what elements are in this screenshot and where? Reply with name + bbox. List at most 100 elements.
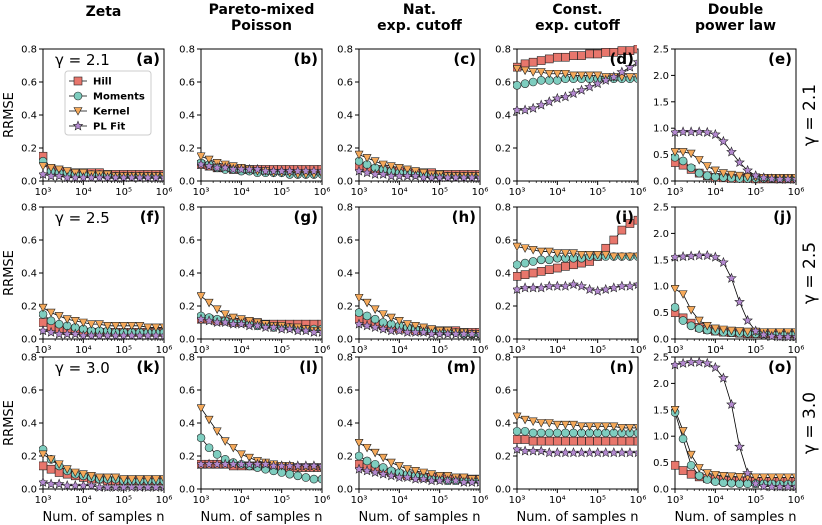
point-kernel [143,475,153,484]
point-moments [544,428,554,438]
point-kernel [94,320,104,329]
y-tick-label: 0.6 [179,386,195,397]
point-moments [694,471,704,481]
x-axis-label: Num. of samples n [43,510,165,525]
point-moments [694,324,704,333]
point-kernel [718,169,728,178]
point-pl-fit [316,462,321,471]
point-kernel [228,443,238,453]
point-pl-fit [709,128,721,140]
panel-k: 0.0 0.2 0.4 0.6 0.8 10³ 10⁴ 10⁵ 10⁶ (k) γ = 3.0 RRM… [2,353,172,525]
x-tick-label: 10⁴ [233,345,250,356]
point-kernel [410,467,420,476]
y-tick-label: 1.5 [653,97,669,108]
point-hill [577,51,586,60]
panel-l: 0.0 0.2 0.4 0.6 0.8 10³ 10⁴ 10⁵ 10⁶ (l) Num. of sa… [179,353,330,525]
x-tick-label: 10⁵ [273,187,290,198]
panel-frame [42,206,165,340]
point-moments [686,321,696,331]
point-pl-fit [584,81,595,92]
point-kernel [419,468,429,478]
point-pl-fit [377,168,389,179]
point-pl-fit [701,357,713,368]
y-tick-label: 0.8 [337,353,353,364]
panel-frame [674,356,797,490]
point-pl-fit [355,318,365,329]
point-pl-fit [260,458,271,469]
point-kernel [103,322,113,331]
point-moments [671,303,680,312]
point-hill [633,45,637,54]
legend-label-moments: Moments [93,92,145,103]
point-kernel [791,473,795,481]
point-kernel [552,420,562,430]
point-moments [301,473,311,482]
point-kernel [197,152,206,161]
point-hill [544,265,554,275]
x-tick-label: 10³ [193,345,210,356]
point-pl-fit [632,59,637,67]
point-kernel [204,155,214,165]
point-kernel [726,170,736,180]
point-pl-fit [632,281,637,290]
legend-label-hill: Hill [93,77,112,88]
point-moments [694,168,704,178]
point-moments [702,171,712,181]
point-moments [686,163,696,173]
x-tick-label: 10⁶ [314,187,331,198]
x-tick-label: 10⁴ [75,345,92,356]
point-kernel [568,71,578,81]
point-pl-fit [252,163,263,174]
row-title-1: γ = 2.1 [800,84,820,146]
y-tick-label: 0.4 [21,269,37,280]
point-kernel [633,424,637,431]
point-kernel [671,285,680,294]
series-group [197,292,321,337]
point-hill [520,435,530,444]
x-axis-label: Num. of samples n [517,510,639,525]
y-tick-label: 0.6 [21,236,37,247]
point-moments [317,474,321,484]
point-hill [544,436,554,446]
point-moments [513,260,522,270]
point-kernel [54,460,64,469]
panel-gamma-label: γ = 2.5 [55,209,110,227]
y-tick-label: 0.2 [21,144,37,155]
point-pl-fit [671,251,681,262]
point-kernel [678,148,688,157]
point-kernel [127,322,137,331]
point-moments [355,308,364,317]
column-title-3-line-1: Nat. [403,2,436,18]
x-tick-label: 10³ [351,495,368,506]
point-kernel [759,473,769,483]
x-tick-label: 10⁵ [115,345,132,356]
point-hill [601,436,611,446]
point-pl-fit [616,66,628,77]
point-pl-fit [709,251,721,262]
series-group [39,151,163,183]
point-moments [285,469,295,479]
point-kernel [204,415,214,425]
y-tick-label: 0.4 [337,269,353,280]
series-group [671,249,795,342]
point-pl-fit [750,170,762,181]
point-pl-fit [519,104,531,115]
x-tick-label: 10⁶ [472,187,489,198]
y-tick-label: 0.6 [179,78,195,89]
y-tick-label: 0.2 [179,302,195,313]
point-pl-fit [790,333,795,342]
point-kernel [70,317,80,326]
point-hill [513,435,522,444]
y-tick-label: 0.0 [337,177,353,188]
point-kernel [601,251,611,260]
point-pl-fit [45,326,57,337]
point-pl-fit [766,173,778,184]
point-pl-fit [39,476,49,487]
point-pl-fit [742,164,753,175]
point-kernel [726,472,736,481]
point-kernel [528,68,538,77]
series-group [513,215,637,296]
panel-n: 0.0 0.2 0.4 0.6 0.8 10³ 10⁴ 10⁵ 10⁶ (n) Num. of sa… [495,353,646,525]
